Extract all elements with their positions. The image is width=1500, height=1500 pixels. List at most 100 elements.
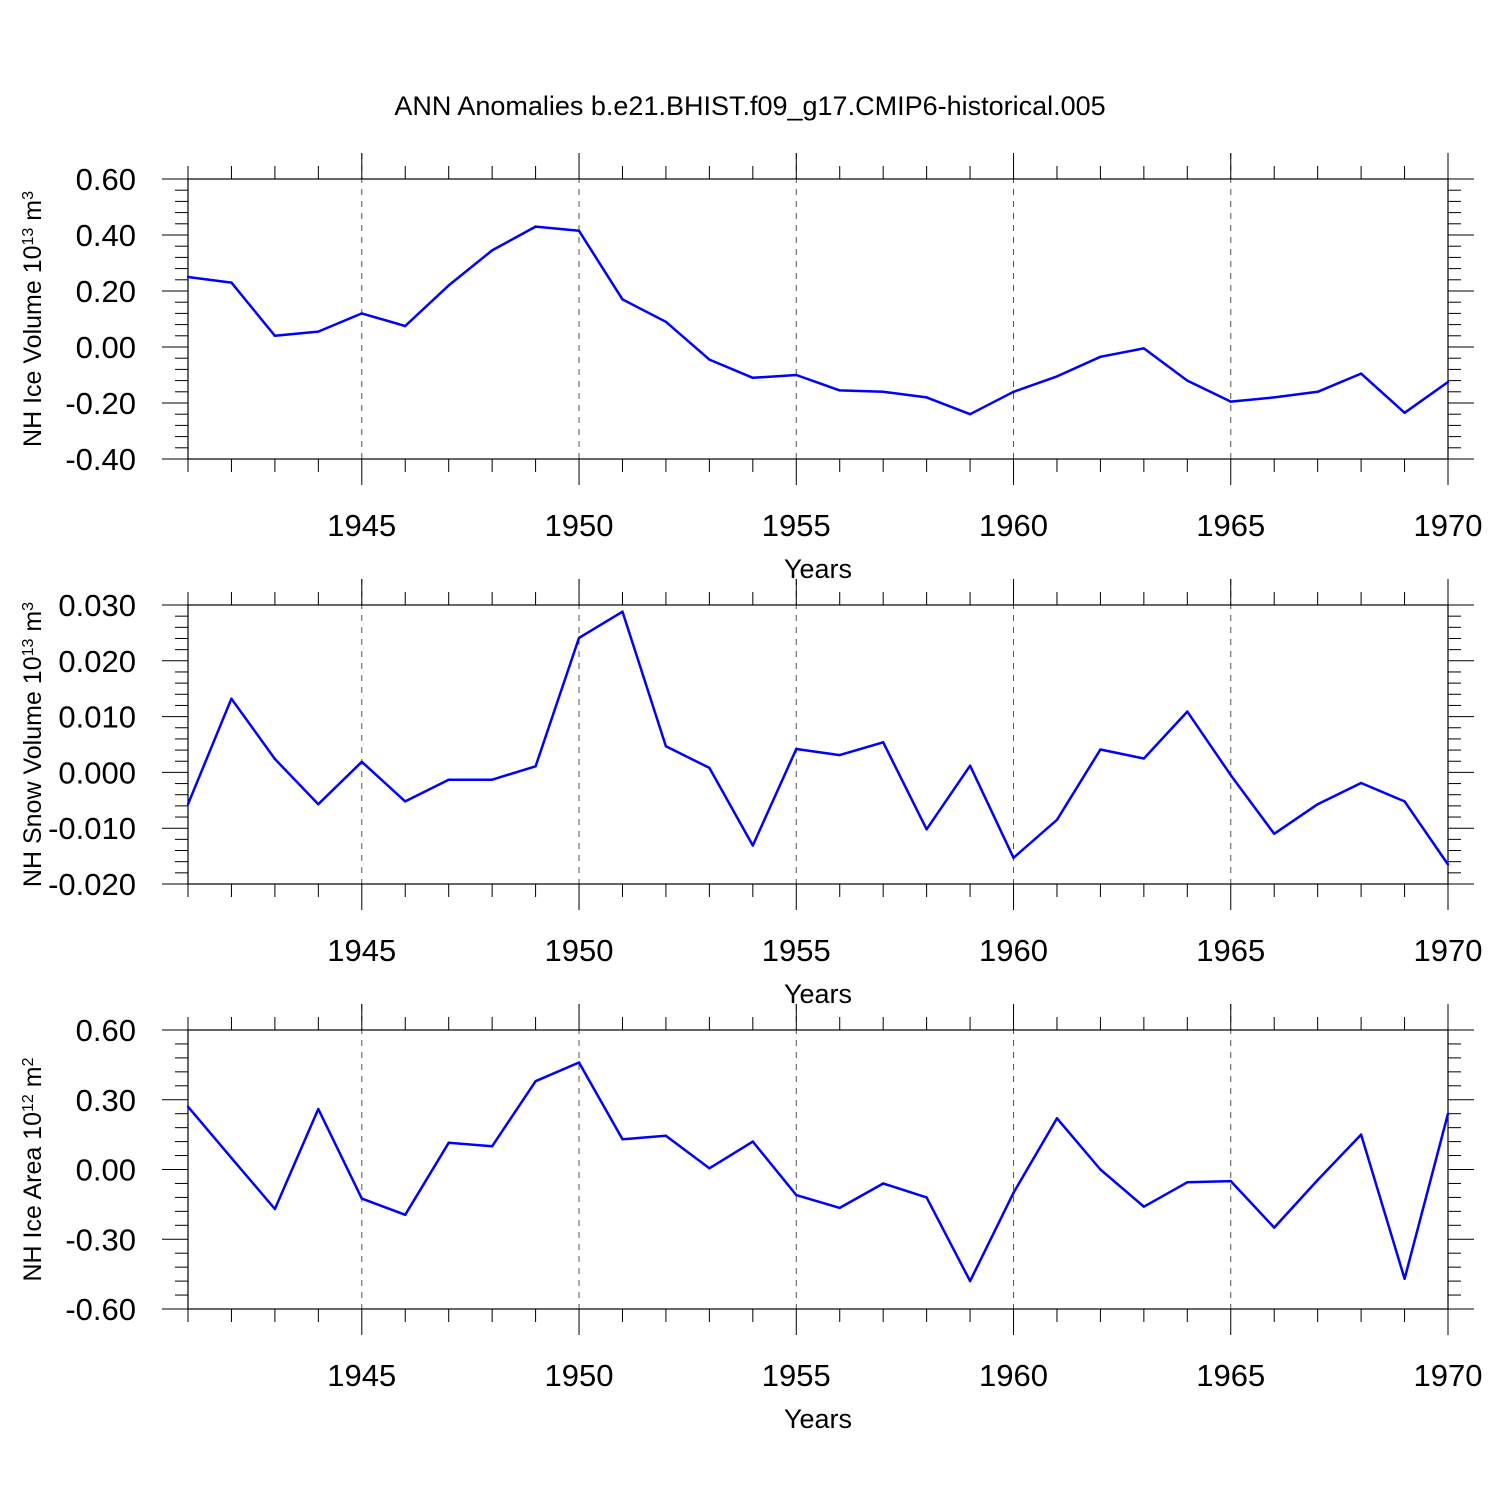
data-point	[490, 1145, 494, 1148]
data-point	[1099, 355, 1102, 358]
data-point	[968, 1279, 972, 1283]
data-point	[317, 1107, 320, 1111]
data-point	[664, 320, 668, 323]
data-point	[838, 1206, 841, 1210]
y-tick-label: -0.30	[65, 1222, 136, 1257]
y-axis-label-part: m	[19, 611, 47, 639]
x-tick-label: 1965	[1196, 508, 1265, 543]
y-tick-label: 0.00	[76, 1153, 136, 1188]
data-point	[1055, 375, 1059, 378]
data-point	[751, 1140, 755, 1143]
x-tick-label: 1945	[327, 508, 396, 543]
data-point	[1142, 757, 1146, 760]
data-point	[317, 330, 320, 333]
data-point	[621, 1138, 624, 1141]
y-tick-label: 0.60	[76, 1013, 136, 1048]
y-tick-label: -0.40	[65, 442, 136, 477]
data-point	[230, 697, 233, 700]
data-point	[664, 1134, 668, 1137]
data-point	[621, 610, 624, 613]
data-point	[534, 765, 537, 768]
data-point	[1229, 1179, 1232, 1183]
x-axis-label: Years	[784, 1404, 852, 1434]
data-point	[447, 778, 450, 781]
y-axis-label-part: m	[19, 200, 47, 228]
data-point	[1359, 1133, 1363, 1136]
data-point	[925, 828, 928, 831]
y-axis-label-part: NH Ice Volume 10	[19, 245, 47, 447]
data-point	[1316, 803, 1319, 806]
data-point	[490, 249, 494, 252]
y-tick-label: -0.60	[65, 1292, 136, 1327]
data-point	[1273, 1226, 1276, 1229]
data-point	[1403, 411, 1406, 414]
data-point	[1012, 856, 1015, 859]
data-point	[404, 800, 407, 803]
data-point	[1099, 748, 1102, 751]
y-tick-label: 0.30	[76, 1083, 136, 1118]
data-point	[881, 390, 885, 393]
x-tick-label: 1960	[979, 508, 1048, 543]
x-tick-label: 1970	[1414, 1358, 1483, 1393]
data-point	[708, 1167, 711, 1170]
data-point	[273, 1207, 277, 1211]
data-point	[186, 803, 190, 806]
data-point	[534, 225, 537, 228]
data-point	[1229, 400, 1232, 403]
data-point	[1012, 1191, 1015, 1194]
x-tick-label: 1945	[327, 933, 396, 968]
y-axis-label-superscript: 13	[20, 639, 37, 657]
y-axis-label-superscript: 3	[20, 602, 37, 611]
y-tick-label: 0.020	[58, 644, 136, 679]
panel-1: -0.40 -0.20 0.00 0.20 0.40 0.60 1945 1950 1955 19…	[19, 153, 1482, 584]
x-tick-label: 1955	[762, 508, 831, 543]
data-point	[577, 636, 581, 640]
data-point	[1186, 710, 1189, 713]
data-point	[186, 275, 190, 279]
y-axis-label-part: m	[19, 1066, 47, 1094]
series-line	[186, 610, 1450, 866]
data-point	[881, 1182, 885, 1185]
data-point	[404, 1213, 407, 1217]
data-point	[1359, 372, 1363, 375]
y-tick-label: 0.60	[76, 162, 136, 197]
data-point	[1446, 380, 1450, 384]
data-point	[968, 764, 972, 767]
data-point	[838, 389, 841, 392]
y-axis-label: NH Ice Volume 1013 m3	[19, 191, 47, 447]
x-tick-label: 1945	[327, 1358, 396, 1393]
y-tick-label: 0.40	[76, 218, 136, 253]
y-axis-label: NH Ice Area 1012 m2	[19, 1057, 47, 1281]
plot-frame	[187, 178, 1449, 460]
data-point	[360, 312, 363, 315]
series-line	[187, 1061, 1450, 1283]
x-tick-label: 1950	[545, 508, 614, 543]
y-tick-label: 0.030	[58, 588, 136, 623]
x-tick-label: 1965	[1196, 1358, 1265, 1393]
y-axis-label-part: NH Snow Volume 10	[19, 656, 47, 887]
data-point	[1099, 1168, 1102, 1171]
data-point	[1403, 800, 1406, 803]
data-point	[664, 744, 668, 748]
x-tick-label: 1955	[762, 933, 831, 968]
y-tick-label: -0.010	[48, 811, 136, 846]
x-tick-label: 1960	[979, 933, 1048, 968]
data-point	[230, 1156, 233, 1160]
data-point	[1142, 347, 1146, 350]
data-point	[360, 1197, 363, 1200]
panels: -0.40 -0.20 0.00 0.20 0.40 0.60 1945 1950 1955 19…	[19, 153, 1482, 1434]
data-point	[490, 778, 494, 781]
data-point	[838, 753, 841, 757]
data-point	[1142, 1205, 1146, 1208]
data-point	[317, 803, 320, 806]
data-point	[1186, 379, 1189, 382]
data-point	[795, 373, 798, 377]
y-tick-label: -0.020	[48, 867, 136, 902]
data-point	[1012, 390, 1015, 393]
data-point	[360, 760, 363, 763]
plot-frame	[187, 604, 1449, 885]
data-point	[273, 757, 277, 761]
data-point	[1273, 396, 1276, 399]
x-tick-label: 1970	[1414, 508, 1483, 543]
y-axis-label-superscript: 13	[20, 228, 37, 246]
